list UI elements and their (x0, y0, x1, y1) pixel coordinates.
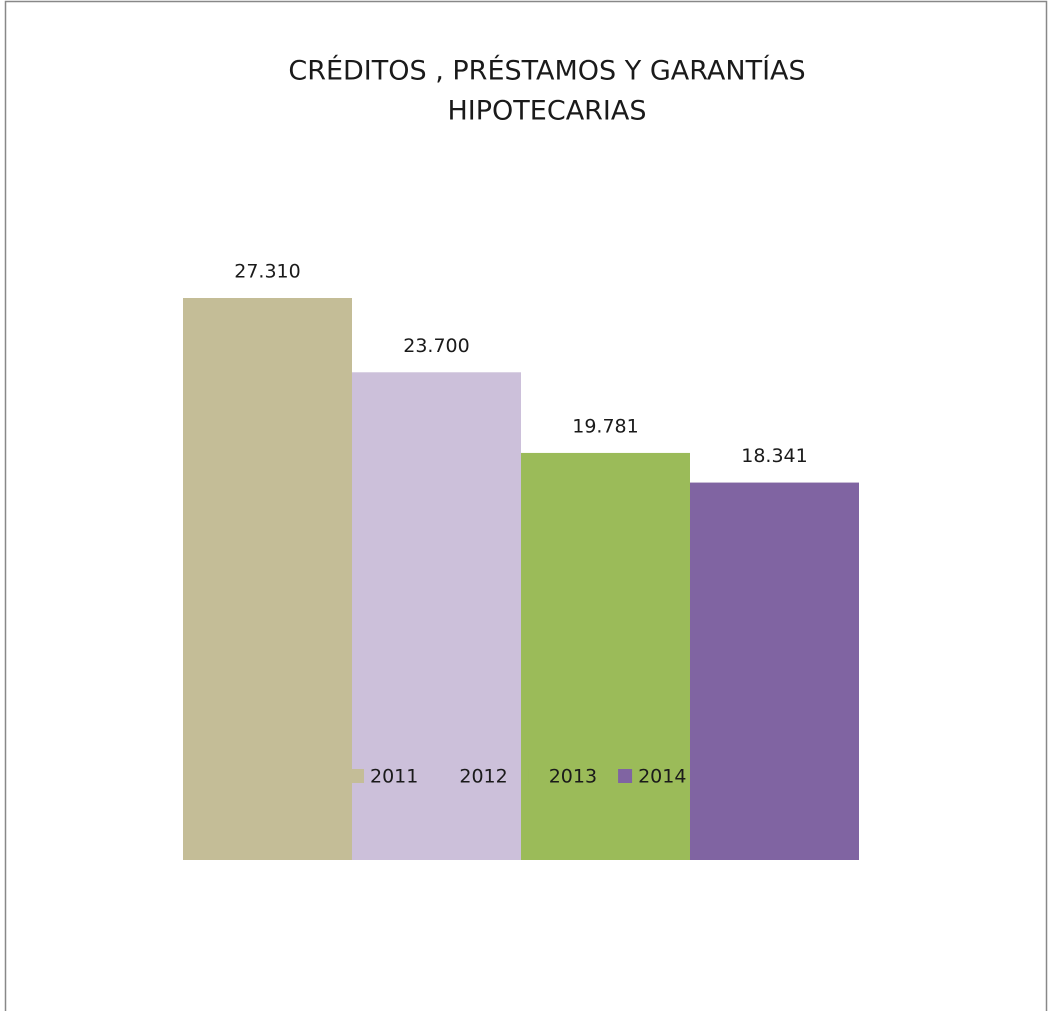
value-label: 27.310 (234, 261, 300, 283)
legend-swatch (439, 769, 454, 783)
legend-swatch (618, 769, 633, 783)
chart-title: HIPOTECARIAS (447, 96, 646, 127)
legend-label: 2013 (549, 766, 597, 788)
chart-title: CRÉDITOS , PRÉSTAMOS Y GARANTÍAS (288, 55, 805, 87)
legend-swatch (350, 769, 364, 783)
value-label: 18.341 (741, 445, 807, 467)
bar (352, 372, 521, 860)
legend-swatch (528, 769, 543, 783)
bar (521, 452, 690, 860)
value-label: 23.700 (403, 335, 469, 357)
legend-label: 2012 (459, 766, 507, 788)
bar (183, 298, 352, 860)
legend-label: 2011 (370, 766, 418, 788)
value-label: 19.781 (572, 415, 638, 437)
bar (690, 482, 859, 860)
legend-label: 2014 (638, 766, 686, 788)
